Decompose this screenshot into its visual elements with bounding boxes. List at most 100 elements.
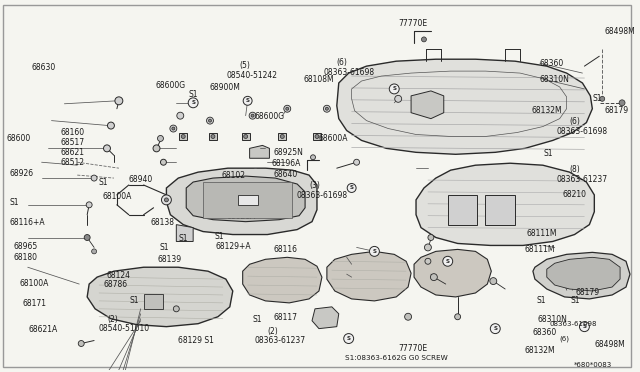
Polygon shape bbox=[547, 257, 620, 291]
Circle shape bbox=[354, 159, 360, 165]
Circle shape bbox=[369, 246, 380, 256]
Text: S: S bbox=[582, 275, 586, 280]
Text: S: S bbox=[392, 86, 396, 92]
Polygon shape bbox=[250, 145, 269, 158]
Circle shape bbox=[251, 114, 254, 117]
Polygon shape bbox=[414, 249, 492, 297]
Circle shape bbox=[404, 313, 412, 320]
Text: 68786: 68786 bbox=[103, 280, 127, 289]
Circle shape bbox=[600, 96, 605, 101]
Circle shape bbox=[454, 314, 461, 320]
Text: 68108M: 68108M bbox=[303, 75, 333, 84]
Circle shape bbox=[157, 135, 163, 141]
Text: 68129 S1: 68129 S1 bbox=[177, 336, 213, 345]
Circle shape bbox=[286, 107, 289, 110]
Polygon shape bbox=[313, 132, 321, 141]
Text: (6): (6) bbox=[559, 335, 570, 342]
Text: (8): (8) bbox=[564, 284, 575, 290]
Circle shape bbox=[92, 249, 97, 254]
Text: 08363-61698: 08363-61698 bbox=[550, 321, 597, 327]
Text: 68111M: 68111M bbox=[525, 245, 556, 254]
Text: S: S bbox=[493, 326, 497, 331]
Text: 68310N: 68310N bbox=[540, 74, 570, 84]
Text: 08363-61698: 08363-61698 bbox=[297, 191, 348, 200]
Text: 08540-51010: 08540-51010 bbox=[99, 324, 149, 333]
Circle shape bbox=[244, 135, 248, 138]
Circle shape bbox=[177, 112, 184, 119]
Circle shape bbox=[91, 175, 97, 181]
Circle shape bbox=[579, 272, 589, 282]
Circle shape bbox=[207, 117, 214, 124]
Text: 68600A: 68600A bbox=[318, 134, 348, 143]
Text: 68139: 68139 bbox=[157, 255, 181, 264]
Text: S: S bbox=[445, 259, 450, 264]
Text: 68621: 68621 bbox=[60, 148, 84, 157]
Text: S1: S1 bbox=[99, 178, 108, 187]
Circle shape bbox=[395, 95, 402, 102]
Text: 68640: 68640 bbox=[274, 170, 298, 179]
Text: 77770E: 77770E bbox=[398, 19, 428, 28]
Text: 08363-61698: 08363-61698 bbox=[323, 68, 374, 77]
Circle shape bbox=[347, 183, 356, 192]
Circle shape bbox=[115, 97, 123, 105]
Circle shape bbox=[211, 135, 215, 138]
Circle shape bbox=[428, 234, 434, 240]
Polygon shape bbox=[87, 267, 233, 327]
FancyBboxPatch shape bbox=[3, 5, 631, 367]
Circle shape bbox=[443, 256, 452, 266]
Text: 68925N: 68925N bbox=[274, 148, 304, 157]
Text: (5): (5) bbox=[239, 61, 250, 70]
Text: 68600G: 68600G bbox=[255, 112, 285, 121]
Polygon shape bbox=[143, 294, 163, 309]
Text: 68210: 68210 bbox=[559, 263, 584, 272]
Polygon shape bbox=[176, 225, 193, 241]
Circle shape bbox=[153, 145, 160, 152]
Text: 68600: 68600 bbox=[6, 134, 31, 142]
Circle shape bbox=[344, 334, 354, 343]
Circle shape bbox=[579, 322, 589, 331]
Text: S: S bbox=[349, 186, 354, 190]
Polygon shape bbox=[243, 257, 322, 303]
Circle shape bbox=[280, 135, 284, 138]
Circle shape bbox=[170, 125, 177, 132]
Text: (4): (4) bbox=[239, 190, 250, 199]
Polygon shape bbox=[242, 132, 250, 141]
Text: S1: S1 bbox=[189, 90, 198, 99]
Text: 68498M: 68498M bbox=[595, 340, 625, 349]
Text: 08540-51242: 08540-51242 bbox=[227, 71, 278, 80]
Text: S1: S1 bbox=[570, 296, 580, 305]
Circle shape bbox=[284, 105, 291, 112]
Circle shape bbox=[188, 98, 198, 108]
Text: S1: S1 bbox=[593, 94, 602, 103]
Polygon shape bbox=[166, 168, 317, 234]
Text: S1: S1 bbox=[252, 315, 262, 324]
Circle shape bbox=[422, 37, 426, 42]
Text: 68517: 68517 bbox=[60, 138, 84, 147]
Polygon shape bbox=[533, 252, 630, 299]
Circle shape bbox=[490, 324, 500, 334]
Polygon shape bbox=[411, 91, 444, 119]
Text: (6): (6) bbox=[336, 58, 347, 67]
Polygon shape bbox=[416, 163, 595, 246]
Circle shape bbox=[490, 278, 497, 285]
Circle shape bbox=[209, 119, 211, 122]
Text: 68171: 68171 bbox=[22, 299, 46, 308]
Text: 68117: 68117 bbox=[274, 314, 298, 323]
Text: S1: S1 bbox=[544, 149, 554, 158]
Text: S: S bbox=[582, 324, 586, 329]
Circle shape bbox=[108, 122, 115, 129]
Text: S1: S1 bbox=[130, 296, 140, 305]
Circle shape bbox=[325, 107, 328, 110]
Text: 68965: 68965 bbox=[14, 242, 38, 251]
Text: 08363-61237: 08363-61237 bbox=[228, 199, 279, 208]
Text: 68310N: 68310N bbox=[538, 315, 568, 324]
Circle shape bbox=[249, 112, 256, 119]
Text: 68498M: 68498M bbox=[604, 27, 635, 36]
Text: 68116+A: 68116+A bbox=[10, 218, 45, 227]
Polygon shape bbox=[179, 132, 188, 141]
Circle shape bbox=[78, 340, 84, 346]
Text: 68179: 68179 bbox=[575, 288, 600, 296]
Text: *680*0083: *680*0083 bbox=[574, 362, 612, 368]
Circle shape bbox=[86, 202, 92, 208]
Text: S: S bbox=[246, 98, 250, 103]
